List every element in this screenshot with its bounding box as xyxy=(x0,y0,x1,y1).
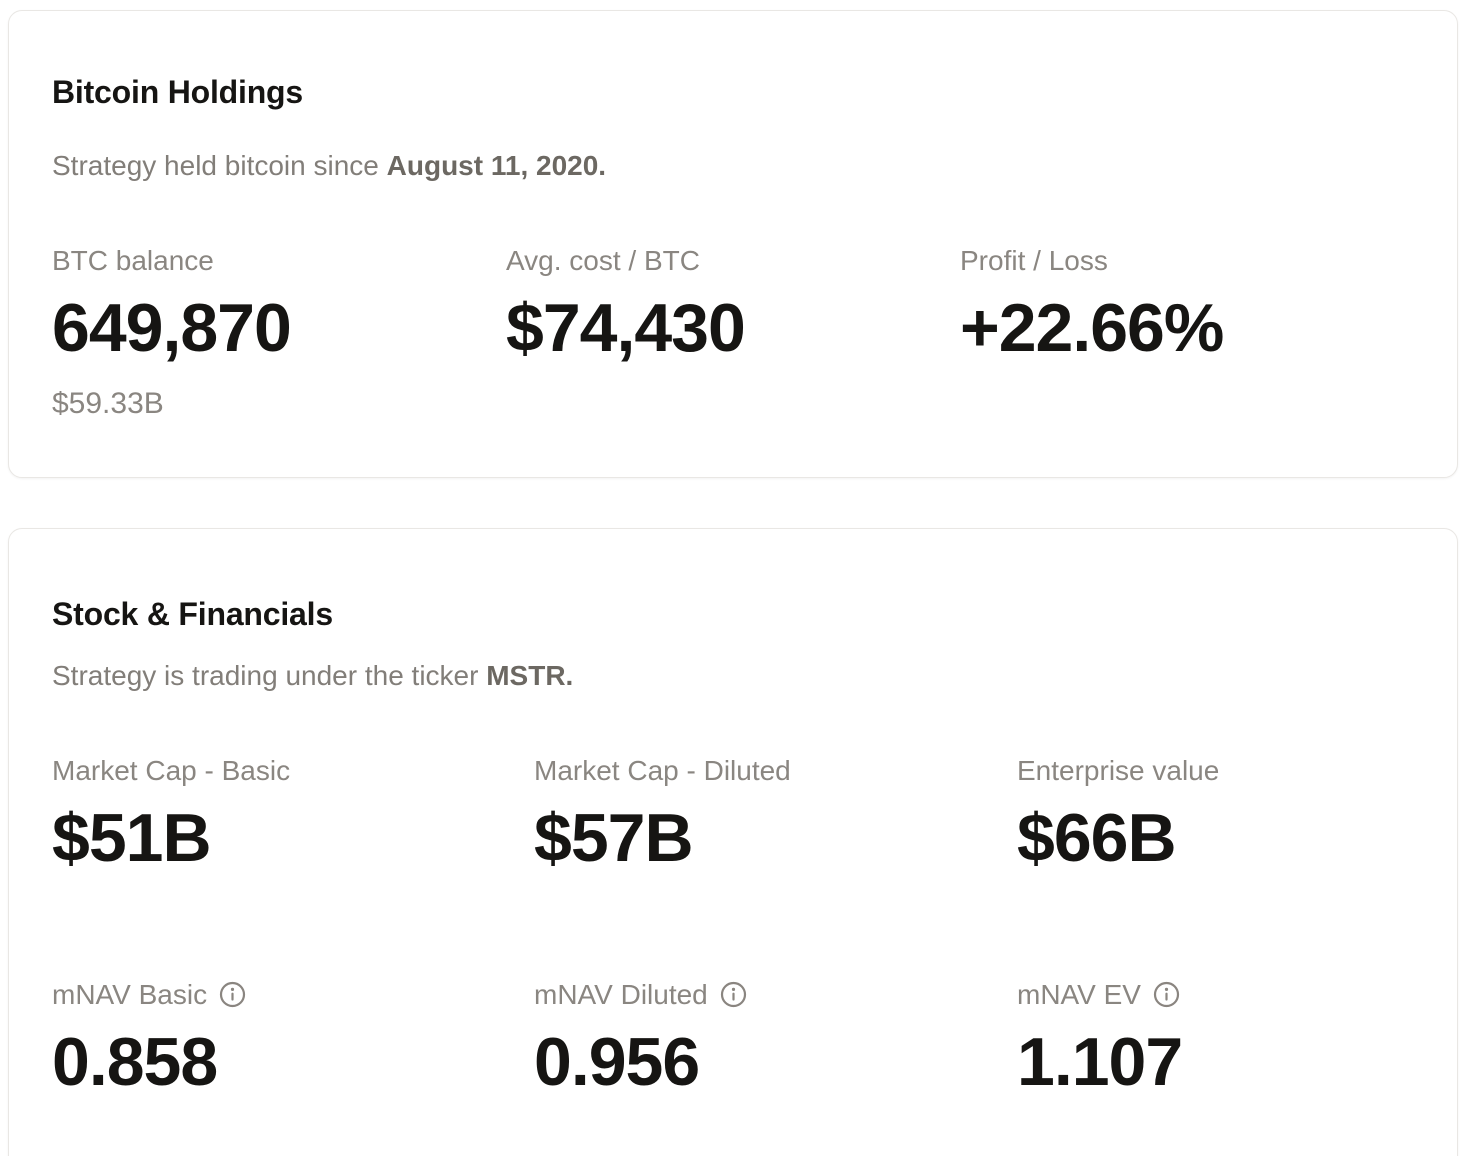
stock-stats-grid: Market Cap - Basic $51B Market Cap - Dil… xyxy=(52,754,1414,1098)
stat-subvalue: $59.33B xyxy=(52,387,164,420)
stat-enterprise-value: Enterprise value $66B xyxy=(1017,754,1414,874)
stat-label: mNAV EV xyxy=(1017,978,1414,1012)
stat-label: Enterprise value xyxy=(1017,755,1220,786)
stat-market-cap-diluted: Market Cap - Diluted $57B xyxy=(534,754,1017,874)
stat-mnav-ev: mNAV EV 1.107 xyxy=(1017,978,1414,1098)
card-subtitle: Strategy is trading under the ticker MST… xyxy=(52,659,1414,693)
info-icon[interactable] xyxy=(720,981,747,1008)
stat-value: $74,430 xyxy=(506,290,746,366)
stat-value: $57B xyxy=(534,800,694,876)
card-subtitle-text: Strategy held bitcoin since xyxy=(52,150,387,181)
stat-value: 1.107 xyxy=(1017,1024,1183,1100)
stat-value: 0.858 xyxy=(52,1024,218,1100)
stat-value: +22.66% xyxy=(960,290,1224,366)
bitcoin-stats-grid: BTC balance 649,870 $59.33B Avg. cost / … xyxy=(52,244,1414,422)
stat-profit-loss: Profit / Loss +22.66% xyxy=(960,244,1414,422)
card-subtitle-bold: MSTR. xyxy=(486,660,574,691)
card-title: Stock & Financials xyxy=(52,596,333,632)
card-subtitle: Strategy held bitcoin since August 11, 2… xyxy=(52,149,1414,183)
stat-value: $51B xyxy=(52,800,212,876)
stat-value: 649,870 xyxy=(52,290,292,366)
stat-value: $66B xyxy=(1017,800,1177,876)
stat-label: Avg. cost / BTC xyxy=(506,245,700,276)
stat-label: Market Cap - Basic xyxy=(52,755,291,786)
info-icon[interactable] xyxy=(1153,981,1180,1008)
bitcoin-holdings-card: Bitcoin Holdings Strategy held bitcoin s… xyxy=(8,10,1458,478)
stat-label: mNAV Diluted xyxy=(534,978,1017,1012)
stat-label: mNAV Basic xyxy=(52,978,534,1012)
card-subtitle-text: Strategy is trading under the ticker xyxy=(52,660,487,691)
stat-avg-cost: Avg. cost / BTC $74,430 xyxy=(506,244,960,422)
stock-financials-card: Stock & Financials Strategy is trading u… xyxy=(8,528,1458,1156)
stat-btc-balance: BTC balance 649,870 $59.33B xyxy=(52,244,506,422)
stat-market-cap-basic: Market Cap - Basic $51B xyxy=(52,754,534,874)
stat-label: Market Cap - Diluted xyxy=(534,755,791,786)
stat-mnav-diluted: mNAV Diluted 0.956 xyxy=(534,978,1017,1098)
info-icon[interactable] xyxy=(219,981,246,1008)
stat-value: 0.956 xyxy=(534,1024,700,1100)
card-subtitle-bold: August 11, 2020. xyxy=(386,150,607,181)
stat-mnav-basic: mNAV Basic 0.858 xyxy=(52,978,534,1098)
stat-label: BTC balance xyxy=(52,245,214,276)
stat-label: Profit / Loss xyxy=(960,245,1108,276)
card-title: Bitcoin Holdings xyxy=(52,74,304,110)
